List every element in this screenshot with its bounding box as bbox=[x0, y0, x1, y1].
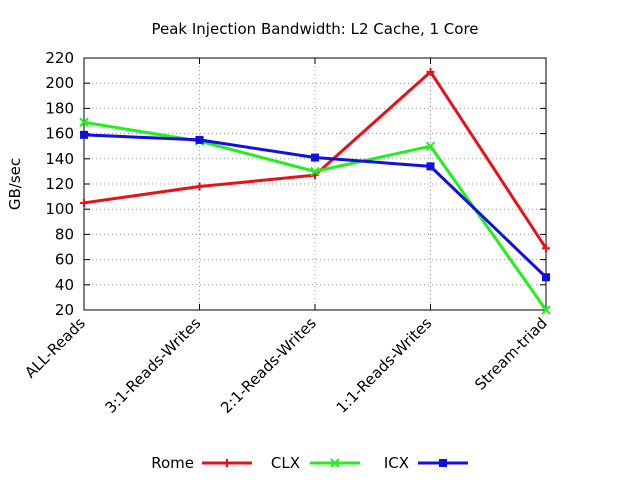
series-rome bbox=[80, 67, 550, 253]
y-tick-label: 180 bbox=[45, 99, 74, 117]
legend-item-clx: CLX bbox=[271, 454, 360, 472]
y-axis-label: GB/sec bbox=[6, 158, 24, 210]
data-point-icx bbox=[426, 162, 435, 171]
y-tick-label: 160 bbox=[45, 125, 74, 143]
y-tick-label: 20 bbox=[55, 301, 74, 319]
data-point-rome bbox=[426, 67, 435, 76]
legend-label-clx: CLX bbox=[271, 454, 300, 472]
data-point-clx bbox=[425, 141, 436, 151]
legend-item-rome: Rome bbox=[151, 454, 252, 472]
y-tick-label: 40 bbox=[55, 276, 74, 294]
data-point-icx bbox=[195, 135, 204, 144]
data-point-clx bbox=[310, 166, 320, 177]
data-point-icx bbox=[311, 153, 319, 162]
data-point-icx bbox=[80, 130, 88, 139]
data-point-clx bbox=[541, 305, 551, 315]
series-group bbox=[79, 67, 551, 315]
legend-marker-clx bbox=[330, 458, 340, 468]
y-axis: 20 40 60 80 100 120 140 160 180 200 220 bbox=[45, 49, 546, 319]
legend-marker-icx bbox=[439, 459, 447, 467]
legend: Rome CLX ICX bbox=[151, 454, 468, 472]
legend-label-rome: Rome bbox=[151, 454, 194, 472]
y-tick-label: 80 bbox=[55, 225, 74, 243]
y-tick-label: 60 bbox=[55, 251, 74, 269]
legend-marker-rome bbox=[223, 459, 231, 467]
data-point-rome bbox=[542, 244, 550, 253]
y-tick-label: 100 bbox=[45, 200, 74, 218]
x-tick-label: 3:1-Reads-Writes bbox=[102, 314, 205, 417]
data-point-rome bbox=[195, 182, 204, 191]
legend-label-icx: ICX bbox=[384, 454, 409, 472]
data-point-icx bbox=[542, 273, 550, 282]
y-tick-label: 220 bbox=[45, 49, 74, 67]
grid bbox=[84, 58, 546, 310]
data-point-rome bbox=[80, 198, 88, 207]
x-tick-label: Stream-triad bbox=[471, 314, 551, 394]
data-point-clx bbox=[79, 117, 89, 127]
y-tick-label: 120 bbox=[45, 175, 74, 193]
x-tick-label: 1:1-Reads-Writes bbox=[333, 314, 436, 417]
y-tick-label: 200 bbox=[45, 74, 74, 92]
chart-title: Peak Injection Bandwidth: L2 Cache, 1 Co… bbox=[151, 20, 478, 38]
x-tick-label: 2:1-Reads-Writes bbox=[217, 314, 320, 417]
x-axis: ALL-Reads 3:1-Reads-Writes 2:1-Reads-Write… bbox=[21, 58, 551, 417]
legend-item-icx: ICX bbox=[384, 454, 468, 472]
series-icx bbox=[80, 130, 550, 282]
y-tick-label: 140 bbox=[45, 150, 74, 168]
x-tick-label: ALL-Reads bbox=[21, 314, 89, 382]
